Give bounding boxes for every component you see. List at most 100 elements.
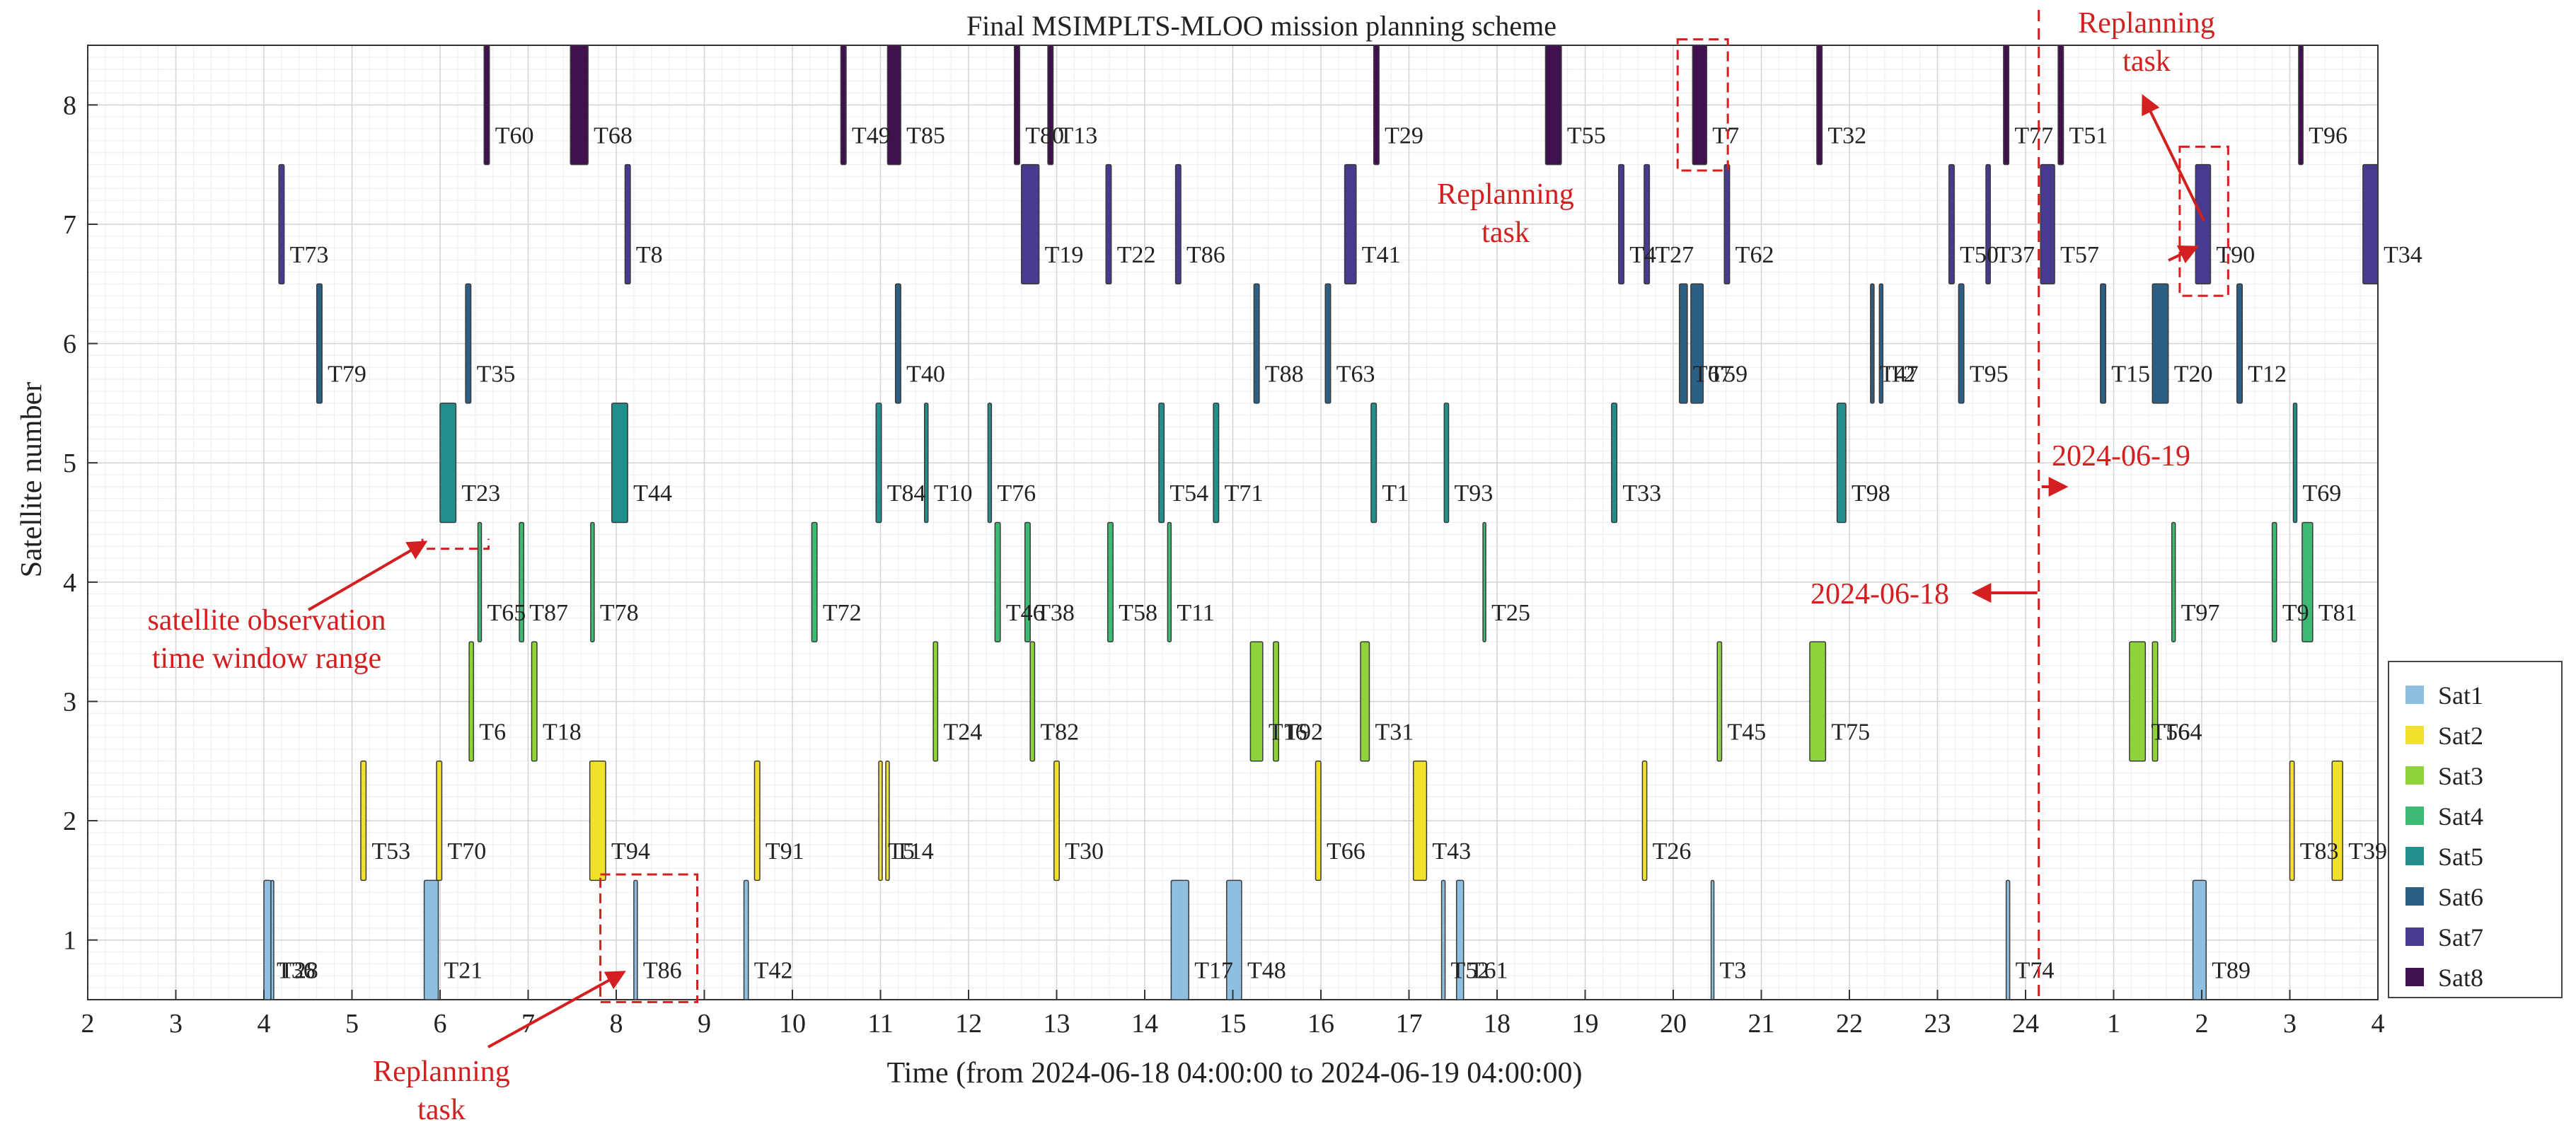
task-bar-t59	[1690, 283, 1704, 404]
task-label-t54: T54	[1169, 480, 1208, 507]
x-tick-label: 16	[1307, 1009, 1334, 1039]
task-label-t72: T72	[823, 600, 862, 626]
task-label-t90: T90	[2216, 242, 2255, 268]
annotations: Replanning task Replanning task Replanning ta…	[147, 7, 2229, 1126]
task-bar-t86	[633, 879, 638, 1000]
legend-label-sat6: Sat6	[2438, 883, 2483, 911]
task-label-t3: T3	[1720, 958, 1747, 984]
x-tick-label: 23	[1924, 1009, 1951, 1039]
replan-label-top-right-line-1: Replanning	[2078, 7, 2215, 40]
task-label-t96: T96	[2309, 122, 2347, 149]
task-bar-t37	[1985, 163, 1991, 284]
x-tick-label: 3	[169, 1009, 183, 1039]
task-label-t22: T22	[1117, 242, 1156, 268]
task-bar-t93	[1443, 403, 1450, 524]
task-label-t71: T71	[1225, 480, 1264, 507]
task-bar-t81	[2301, 521, 2314, 642]
task-label-t63: T63	[1336, 362, 1375, 388]
legend-swatch-sat8	[2405, 968, 2424, 986]
task-label-t73: T73	[290, 242, 329, 268]
task-bar-t48	[1226, 879, 1242, 1000]
task-bar-t7	[1692, 45, 1708, 166]
task-label-t68: T68	[594, 122, 633, 149]
x-tick-label: 4	[258, 1009, 271, 1039]
task-bar-t66	[1315, 761, 1322, 882]
task-label-t59: T59	[1709, 362, 1748, 388]
task-label-t27: T27	[1655, 242, 1694, 268]
x-tick-label: 2	[2195, 1009, 2209, 1039]
replan-label-sat7-line-1: Replanning	[1437, 178, 1574, 211]
task-label-t21: T21	[444, 958, 483, 984]
task-label-t57: T57	[2060, 242, 2099, 268]
task-bar-t78	[590, 521, 595, 642]
task-label-t91: T91	[766, 838, 804, 865]
task-label-t26: T26	[1653, 838, 1692, 865]
task-label-t84: T84	[887, 480, 926, 507]
task-label-t47: T47	[1880, 362, 1919, 388]
legend-swatch-sat4	[2405, 807, 2424, 825]
task-bar-t96	[2298, 45, 2304, 166]
task-bar-t21	[423, 879, 439, 1000]
task-label-t67: T67	[1693, 362, 1732, 388]
task-bar-t88	[1253, 283, 1260, 404]
task-label-t24: T24	[943, 719, 982, 745]
task-label-t69: T69	[2302, 480, 2341, 507]
task-bar-t65	[477, 521, 483, 642]
task-bar-t11	[1167, 521, 1172, 642]
y-tick-label: 6	[63, 330, 76, 359]
task-bar-t14	[885, 761, 890, 882]
task-label-t89: T89	[2212, 958, 2251, 984]
task-label-t49: T49	[852, 122, 891, 149]
legend-label-sat4: Sat4	[2438, 802, 2483, 831]
task-bar-t26	[1641, 761, 1648, 882]
task-bar-t9	[2271, 521, 2277, 642]
task-bar-t42	[743, 879, 749, 1000]
y-tick-label: 3	[63, 687, 76, 717]
task-bar-t70	[436, 761, 443, 882]
task-bar-t53	[360, 761, 367, 882]
task-bar-t62	[1723, 163, 1731, 284]
x-tick-label: 9	[698, 1009, 711, 1039]
task-bar-t89	[2192, 879, 2207, 1000]
chart-title: Final MSIMPLTS-MLOO mission planning sch…	[966, 10, 1556, 42]
task-label-t82: T82	[1040, 719, 1079, 745]
task-bar-t77	[2003, 45, 2010, 166]
task-bar-t94	[589, 761, 606, 882]
task-label-t48: T48	[1247, 958, 1286, 984]
legend-label-sat3: Sat3	[2438, 762, 2483, 790]
task-label-t46: T46	[1006, 600, 1045, 626]
task-bars	[263, 45, 2379, 1000]
replan-label-top-right-line-2: task	[2122, 45, 2171, 78]
task-label-t25: T25	[1491, 600, 1530, 626]
task-bar-t16	[1249, 641, 1264, 762]
legend-swatch-sat1	[2405, 686, 2424, 704]
task-bar-t1	[1370, 403, 1377, 524]
task-label-t10: T10	[934, 480, 973, 507]
task-label-t19: T19	[1045, 242, 1084, 268]
x-tick-labels: 2345678910111213141516171819202122232412…	[81, 990, 2385, 1039]
task-label-t66: T66	[1327, 838, 1365, 865]
task-label-t31: T31	[1375, 719, 1414, 745]
x-tick-label: 18	[1484, 1009, 1511, 1039]
task-label-t64: T64	[2164, 719, 2202, 745]
legend-swatch-sat2	[2405, 726, 2424, 744]
task-bar-t86	[1174, 163, 1182, 284]
window-label-line-1: satellite observation	[147, 604, 386, 637]
replan-box-t90	[2178, 145, 2229, 297]
legend-label-sat1: Sat1	[2438, 681, 2483, 710]
task-bar-t83	[2289, 761, 2295, 882]
task-label-t74: T74	[2016, 958, 2055, 984]
task-bar-t87	[519, 521, 525, 642]
task-bar-t12	[2236, 283, 2243, 404]
task-label-t94: T94	[611, 838, 650, 865]
task-bar-t71	[1213, 403, 1220, 524]
y-axis-label: Satellite number	[16, 382, 48, 577]
task-label-t83: T83	[2300, 838, 2339, 865]
x-tick-label: 10	[779, 1009, 806, 1039]
task-bar-t27	[1644, 163, 1651, 284]
task-bar-t64	[2152, 641, 2159, 762]
task-label-t35: T35	[477, 362, 516, 388]
task-label-t4: T4	[1629, 242, 1656, 268]
task-bar-t19	[1020, 163, 1040, 284]
